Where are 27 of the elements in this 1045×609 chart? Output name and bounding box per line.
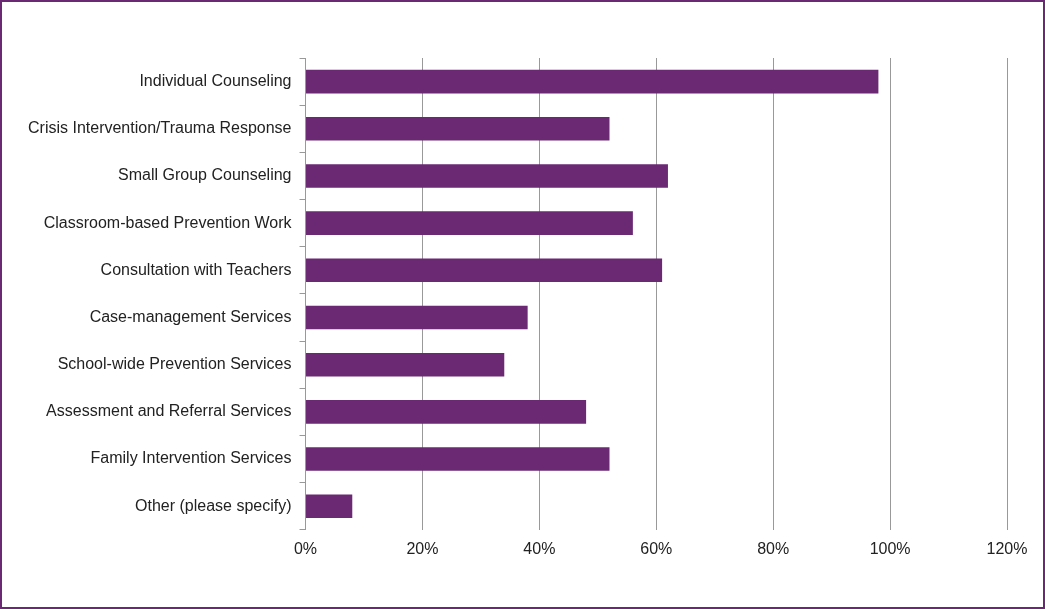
x-tick-label: 40% xyxy=(523,539,556,557)
y-tick-label: Crisis Intervention/Trauma Response xyxy=(28,119,292,137)
bar xyxy=(306,447,610,471)
y-tick-label: Small Group Counseling xyxy=(118,166,292,184)
bar xyxy=(306,400,587,424)
x-tick-label: 0% xyxy=(293,539,318,557)
y-tick-label: Case-management Services xyxy=(89,307,292,325)
y-tick-label: Assessment and Referral Services xyxy=(46,402,292,420)
y-tick-label: Consultation with Teachers xyxy=(100,260,292,278)
y-tick-label: Family Intervention Services xyxy=(90,449,292,467)
y-tick-label: School-wide Prevention Services xyxy=(57,355,292,373)
bar xyxy=(306,352,505,377)
bar xyxy=(306,494,353,519)
bar xyxy=(306,211,633,235)
bar xyxy=(306,164,668,188)
bar xyxy=(306,305,528,330)
x-tick-label: 80% xyxy=(757,539,790,557)
bar xyxy=(306,116,610,141)
bar xyxy=(306,258,663,283)
x-tick-label: 20% xyxy=(406,539,439,557)
y-tick-label: Individual Counseling xyxy=(139,72,292,89)
x-tick-label: 60% xyxy=(640,539,673,557)
x-tick-label: 100% xyxy=(869,539,911,557)
y-tick-label: Classroom-based Prevention Work xyxy=(43,213,293,231)
x-tick-label: 120% xyxy=(986,539,1028,557)
y-tick-label: Other (please specify) xyxy=(135,496,292,514)
bar xyxy=(306,69,879,94)
